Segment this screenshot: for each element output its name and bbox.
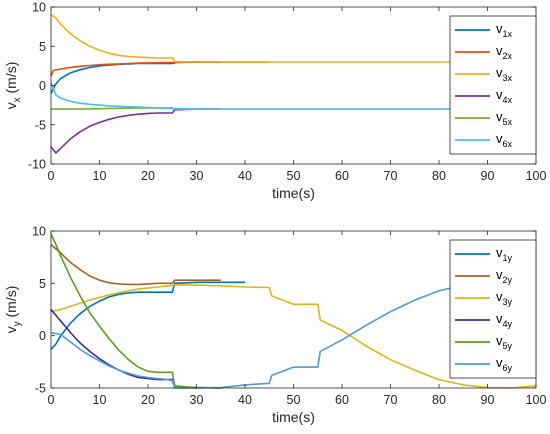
- legend-box: [449, 15, 537, 155]
- y-tick-label: 10: [32, 225, 46, 239]
- y-tick-label: 5: [39, 40, 46, 54]
- x-tick-label: 100: [526, 393, 547, 407]
- y-tick-label: -5: [35, 118, 46, 132]
- legend-label-3y: v3y: [496, 289, 513, 307]
- y-axis-label: vx (m/s): [3, 62, 23, 110]
- x-tick-label: 100: [526, 169, 547, 183]
- y-tick-label: 0: [39, 79, 46, 93]
- x-tick-label: 80: [432, 393, 446, 407]
- legend-label-1y: v1y: [496, 245, 513, 263]
- x-tick-label: 40: [238, 393, 252, 407]
- y-tick-label: 5: [39, 277, 46, 291]
- legend-label-4y: v4y: [496, 311, 513, 329]
- series-line-2y: [50, 243, 221, 286]
- legend-label-2y: v2y: [496, 267, 513, 285]
- x-tick-label: 70: [384, 169, 398, 183]
- x-tick-label: 20: [141, 169, 155, 183]
- series-line-1y: [50, 281, 245, 350]
- series-line-3y: [50, 284, 537, 389]
- y-axis-label: vy (m/s): [3, 286, 23, 334]
- series-line-5y: [50, 233, 221, 389]
- x-tick-label: 50: [287, 393, 301, 407]
- x-axis-label: time(s): [272, 409, 315, 425]
- y-tick-label: 10: [32, 1, 46, 15]
- legend-label-4x: v4x: [496, 87, 513, 105]
- legend-label-1x: v1x: [496, 21, 513, 39]
- x-tick-label: 90: [481, 169, 495, 183]
- legend-label-3x: v3x: [496, 65, 513, 83]
- series-line-4x: [50, 108, 221, 154]
- x-tick-label: 30: [190, 393, 204, 407]
- legend-label-5y: v5y: [496, 333, 513, 351]
- legend-label-6x: v6x: [496, 131, 513, 149]
- legend-label-5x: v5x: [496, 109, 513, 127]
- x-tick-label: 0: [48, 169, 55, 183]
- y-tick-label: -5: [35, 382, 46, 396]
- chart-panel-1: 0 10 20 30 40 50 60 70 80 90 100 -10 -5 0 5 10 time(s) vx…: [3, 1, 546, 202]
- legend-label-6y: v6y: [496, 355, 513, 373]
- x-tick-label: 50: [287, 169, 301, 183]
- x-tick-label: 60: [335, 393, 349, 407]
- legend-label-2x: v2x: [496, 43, 513, 61]
- x-tick-label: 90: [481, 393, 495, 407]
- x-tick-label: 40: [238, 169, 252, 183]
- x-axis-label: time(s): [272, 185, 315, 201]
- series-line-6x: [50, 82, 536, 110]
- y-tick-label: -10: [28, 158, 46, 172]
- x-tick-label: 70: [384, 393, 398, 407]
- series-line-3x: [50, 14, 536, 63]
- x-tick-label: 60: [335, 169, 349, 183]
- legend-box: [449, 239, 537, 379]
- x-tick-label: 20: [141, 393, 155, 407]
- series-line-4y: [50, 308, 221, 389]
- x-tick-label: 10: [93, 393, 107, 407]
- x-tick-label: 30: [190, 169, 204, 183]
- x-tick-label: 10: [93, 169, 107, 183]
- x-tick-label: 0: [48, 393, 55, 407]
- y-tick-label: 0: [39, 329, 46, 343]
- x-tick-label: 80: [432, 169, 446, 183]
